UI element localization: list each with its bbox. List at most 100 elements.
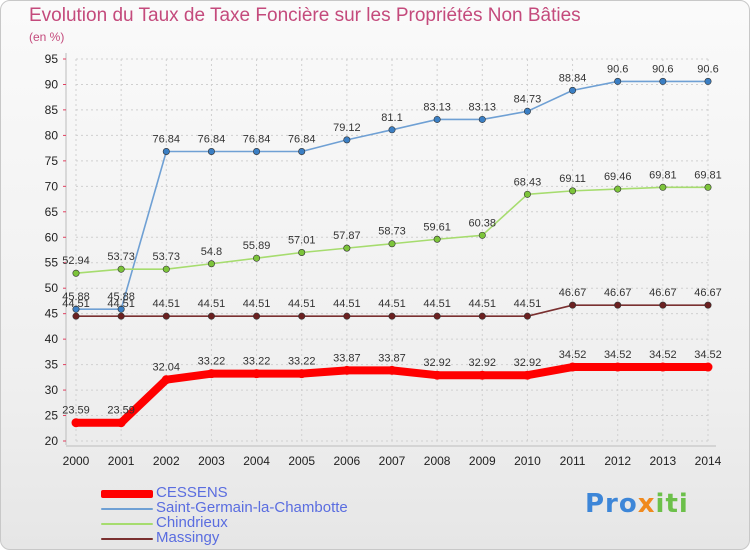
- data-point-cessens-2013[interactable]: [658, 362, 668, 372]
- data-point-cessens-2014[interactable]: [703, 362, 713, 372]
- data-point-massingy-2002[interactable]: [162, 312, 170, 320]
- data-point-cessens-2010[interactable]: [522, 370, 532, 380]
- data-point-saint-germain-2005[interactable]: [298, 147, 306, 155]
- data-label-chindrieux-2012: 69.46: [604, 171, 632, 183]
- data-point-massingy-2000[interactable]: [72, 312, 80, 320]
- data-point-chindrieux-2005[interactable]: [298, 248, 306, 256]
- data-label-massingy-2014: 46.67: [694, 287, 722, 299]
- data-point-massingy-2010[interactable]: [523, 312, 531, 320]
- data-label-saint-germain-2010: 84.73: [514, 93, 542, 105]
- data-point-chindrieux-2000[interactable]: [72, 269, 80, 277]
- data-point-chindrieux-2002[interactable]: [162, 265, 170, 273]
- data-point-chindrieux-2014[interactable]: [704, 183, 712, 191]
- data-point-cessens-2009[interactable]: [477, 370, 487, 380]
- data-point-saint-germain-2013[interactable]: [659, 77, 667, 85]
- data-label-massingy-2004: 44.51: [243, 298, 271, 310]
- data-point-massingy-2001[interactable]: [117, 312, 125, 320]
- data-point-cessens-2003[interactable]: [206, 369, 216, 379]
- y-tick-label-65: 65: [45, 205, 59, 219]
- data-point-saint-germain-2014[interactable]: [704, 77, 712, 85]
- data-point-saint-germain-2001[interactable]: [117, 305, 125, 313]
- y-tick-label-25: 25: [45, 409, 59, 423]
- data-label-chindrieux-2005: 57.01: [288, 234, 316, 246]
- legend-swatch-chindrieux: [101, 523, 153, 525]
- data-point-saint-germain-2004[interactable]: [253, 147, 261, 155]
- data-point-saint-germain-2010[interactable]: [523, 107, 531, 115]
- data-point-chindrieux-2011[interactable]: [569, 187, 577, 195]
- data-point-saint-germain-2007[interactable]: [388, 126, 396, 134]
- data-point-saint-germain-2006[interactable]: [343, 136, 351, 144]
- proxiti-logo: Proxiti: [585, 489, 689, 519]
- y-axis-unit-label: (en %): [29, 30, 65, 44]
- data-point-chindrieux-2004[interactable]: [253, 254, 261, 262]
- data-label-chindrieux-2003: 54.8: [201, 246, 222, 258]
- data-point-saint-germain-2002[interactable]: [162, 147, 170, 155]
- data-point-massingy-2007[interactable]: [388, 312, 396, 320]
- data-label-cessens-2002: 32.04: [153, 362, 181, 374]
- data-label-saint-germain-2008: 83.13: [423, 101, 451, 113]
- data-point-massingy-2004[interactable]: [253, 312, 261, 320]
- data-point-chindrieux-2013[interactable]: [659, 183, 667, 191]
- data-point-saint-germain-2009[interactable]: [478, 115, 486, 123]
- data-point-chindrieux-2006[interactable]: [343, 244, 351, 252]
- data-point-cessens-2008[interactable]: [432, 370, 442, 380]
- data-point-saint-germain-2008[interactable]: [433, 115, 441, 123]
- data-label-saint-germain-2007: 81.1: [381, 112, 402, 124]
- data-point-chindrieux-2007[interactable]: [388, 240, 396, 248]
- data-label-massingy-2002: 44.51: [153, 298, 181, 310]
- data-label-saint-germain-2004: 76.84: [243, 133, 271, 145]
- data-label-massingy-2005: 44.51: [288, 298, 316, 310]
- data-label-chindrieux-2002: 53.73: [153, 251, 181, 263]
- data-point-cessens-2004[interactable]: [252, 369, 262, 379]
- data-label-cessens-2010: 32.92: [514, 357, 542, 369]
- data-point-cessens-2006[interactable]: [342, 365, 352, 375]
- data-point-massingy-2014[interactable]: [704, 301, 712, 309]
- data-point-chindrieux-2010[interactable]: [523, 190, 531, 198]
- data-point-massingy-2003[interactable]: [207, 312, 215, 320]
- data-point-saint-germain-2011[interactable]: [569, 86, 577, 94]
- legend-swatch-massingy: [101, 538, 153, 540]
- data-label-cessens-2005: 33.22: [288, 356, 316, 368]
- data-point-chindrieux-2001[interactable]: [117, 265, 125, 273]
- data-point-cessens-2002[interactable]: [161, 375, 171, 385]
- data-point-chindrieux-2012[interactable]: [614, 185, 622, 193]
- y-tick-label-85: 85: [45, 103, 59, 117]
- data-point-massingy-2013[interactable]: [659, 301, 667, 309]
- data-label-chindrieux-2011: 69.11: [559, 173, 586, 185]
- data-point-cessens-2012[interactable]: [613, 362, 623, 372]
- legend-label-saint-germain: Saint-Germain-la-Chambotte: [156, 499, 348, 516]
- data-point-saint-germain-2000[interactable]: [72, 305, 80, 313]
- data-point-cessens-2001[interactable]: [116, 418, 126, 428]
- y-tick-label-95: 95: [45, 52, 59, 66]
- data-point-chindrieux-2008[interactable]: [433, 235, 441, 243]
- y-tick-label-55: 55: [45, 256, 59, 270]
- legend-swatch-cessens: [101, 490, 153, 498]
- y-tick-label-75: 75: [45, 154, 59, 168]
- data-point-saint-germain-2012[interactable]: [614, 77, 622, 85]
- x-tick-label-2012: 2012: [604, 454, 631, 468]
- data-point-massingy-2011[interactable]: [569, 301, 577, 309]
- data-label-cessens-2007: 33.87: [378, 352, 406, 364]
- data-labels: 23.59 23.59 32.04 33.22 33.22 33.22 33.87 33.87…: [62, 63, 722, 416]
- data-point-cessens-2007[interactable]: [387, 365, 397, 375]
- data-point-massingy-2008[interactable]: [433, 312, 441, 320]
- data-point-chindrieux-2003[interactable]: [207, 260, 215, 268]
- data-point-massingy-2005[interactable]: [298, 312, 306, 320]
- data-point-cessens-2011[interactable]: [568, 362, 578, 372]
- data-point-saint-germain-2003[interactable]: [207, 147, 215, 155]
- x-tick-label-2000: 2000: [63, 454, 90, 468]
- data-label-chindrieux-2008: 59.61: [423, 221, 451, 233]
- data-point-massingy-2009[interactable]: [478, 312, 486, 320]
- y-tick-label-45: 45: [45, 307, 59, 321]
- data-point-chindrieux-2009[interactable]: [478, 231, 486, 239]
- data-label-massingy-2011: 46.67: [559, 287, 587, 299]
- x-tick-label-2002: 2002: [153, 454, 180, 468]
- data-point-massingy-2012[interactable]: [614, 301, 622, 309]
- data-point-cessens-2005[interactable]: [297, 369, 307, 379]
- data-point-massingy-2006[interactable]: [343, 312, 351, 320]
- data-label-cessens-2011: 34.52: [559, 349, 587, 361]
- y-tick-label-30: 30: [45, 383, 59, 397]
- data-point-cessens-2000[interactable]: [71, 418, 81, 428]
- x-tick-label-2005: 2005: [288, 454, 315, 468]
